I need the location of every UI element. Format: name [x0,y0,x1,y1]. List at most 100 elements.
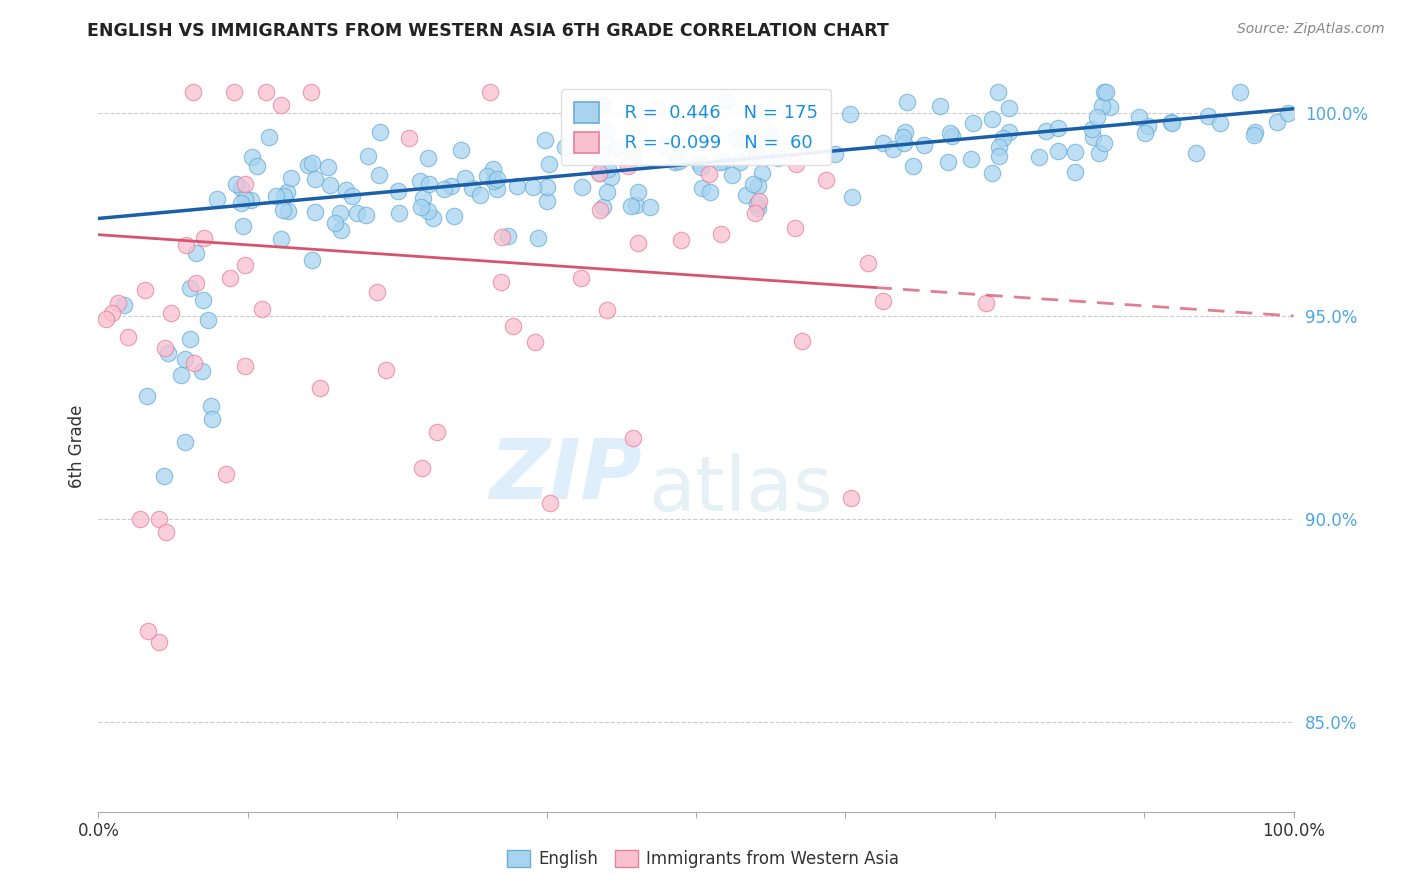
Point [297,158,319,172]
Point [193,231,215,245]
Point [627,236,650,251]
Point [233,359,256,374]
Point [617,160,640,174]
Point [250,302,273,317]
Point [412,191,434,205]
Point [426,425,449,439]
Point [155,341,177,355]
Point [273,189,295,203]
Point [690,160,713,174]
Point [912,137,935,152]
Point [461,181,484,195]
Point [747,149,769,163]
Point [1133,127,1156,141]
Point [690,180,713,194]
Point [1047,145,1070,159]
Point [783,220,806,235]
Point [270,98,292,112]
Point [896,95,918,110]
Point [596,303,619,318]
Point [596,161,619,176]
Point [215,467,238,481]
Point [981,112,1004,127]
Point [96,312,118,326]
Point [222,86,245,100]
Point [489,275,512,289]
Point [304,204,326,219]
Point [745,196,768,211]
Point [872,136,894,151]
Point [229,181,252,195]
Point [323,216,346,230]
Point [174,351,197,366]
Point [135,389,157,403]
Point [645,101,668,115]
Point [998,101,1021,115]
Point [240,193,263,207]
Point [839,106,862,120]
Point [621,430,644,444]
Point [155,524,177,539]
Point [882,143,904,157]
Point [938,126,960,140]
Point [737,135,759,149]
Point [491,230,513,244]
Point [941,128,963,143]
Point [1137,119,1160,133]
Point [138,624,160,638]
Point [148,512,170,526]
Point [1161,116,1184,130]
Point [485,182,508,196]
Point [482,161,505,176]
Point [486,172,509,186]
Point [974,296,997,310]
Point [627,185,650,199]
Point [409,173,432,187]
Point [621,146,644,161]
Point [720,168,742,182]
Point [374,363,396,377]
Point [231,196,253,211]
Point [589,146,612,161]
Point [183,86,205,100]
Point [893,136,915,151]
Point [1047,121,1070,136]
Point [409,200,432,214]
Point [233,177,256,191]
Point [841,190,863,204]
Point [664,155,686,169]
Point [433,182,456,196]
Point [735,188,758,202]
Point [107,295,129,310]
Point [301,155,323,169]
Point [959,152,981,166]
Point [1035,123,1057,137]
Point [346,206,368,220]
Point [159,306,181,320]
Point [744,146,766,161]
Point [998,125,1021,139]
Point [184,277,207,291]
Point [299,86,322,100]
Point [264,189,287,203]
Point [988,139,1011,153]
Point [790,334,813,348]
Point [1184,146,1206,161]
Legend:   R =  0.446    N = 175,   R = -0.099    N =  60: R = 0.446 N = 175, R = -0.099 N = 60 [561,89,831,165]
Point [928,99,950,113]
Point [235,192,257,206]
Point [522,179,544,194]
Point [280,171,302,186]
Point [527,231,550,245]
Point [592,98,614,112]
Point [148,635,170,649]
Point [1128,110,1150,124]
Point [731,133,754,147]
Point [277,203,299,218]
Point [329,223,352,237]
Point [1244,125,1267,139]
Point [191,293,214,308]
Point [605,141,627,155]
Point [1087,146,1109,161]
Point [370,125,392,139]
